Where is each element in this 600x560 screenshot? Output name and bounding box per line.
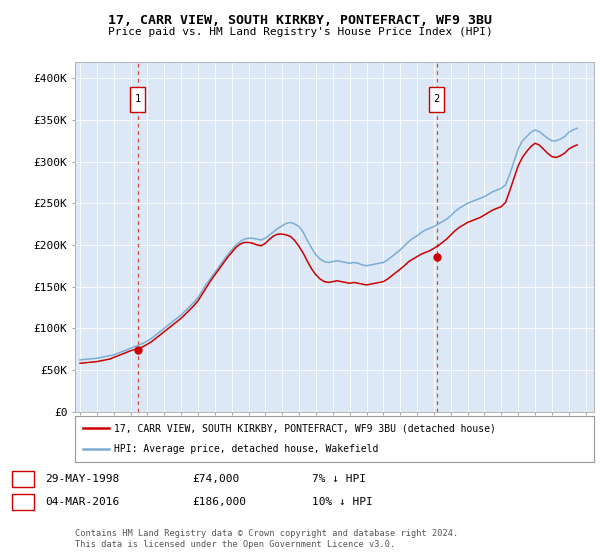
- Text: 10% ↓ HPI: 10% ↓ HPI: [312, 497, 373, 507]
- Text: 29-MAY-1998: 29-MAY-1998: [45, 474, 119, 484]
- Text: Price paid vs. HM Land Registry's House Price Index (HPI): Price paid vs. HM Land Registry's House …: [107, 27, 493, 37]
- Text: 2: 2: [20, 497, 26, 507]
- Text: 1: 1: [134, 94, 140, 104]
- FancyBboxPatch shape: [429, 87, 445, 111]
- Text: £186,000: £186,000: [192, 497, 246, 507]
- Text: 1: 1: [20, 474, 26, 484]
- Text: 04-MAR-2016: 04-MAR-2016: [45, 497, 119, 507]
- Text: 7% ↓ HPI: 7% ↓ HPI: [312, 474, 366, 484]
- Text: 2: 2: [434, 94, 440, 104]
- Text: 17, CARR VIEW, SOUTH KIRKBY, PONTEFRACT, WF9 3BU (detached house): 17, CARR VIEW, SOUTH KIRKBY, PONTEFRACT,…: [114, 423, 496, 433]
- Text: Contains HM Land Registry data © Crown copyright and database right 2024.
This d: Contains HM Land Registry data © Crown c…: [75, 529, 458, 549]
- Text: 17, CARR VIEW, SOUTH KIRKBY, PONTEFRACT, WF9 3BU: 17, CARR VIEW, SOUTH KIRKBY, PONTEFRACT,…: [108, 14, 492, 27]
- Text: HPI: Average price, detached house, Wakefield: HPI: Average price, detached house, Wake…: [114, 445, 379, 455]
- Text: £74,000: £74,000: [192, 474, 239, 484]
- FancyBboxPatch shape: [130, 87, 145, 111]
